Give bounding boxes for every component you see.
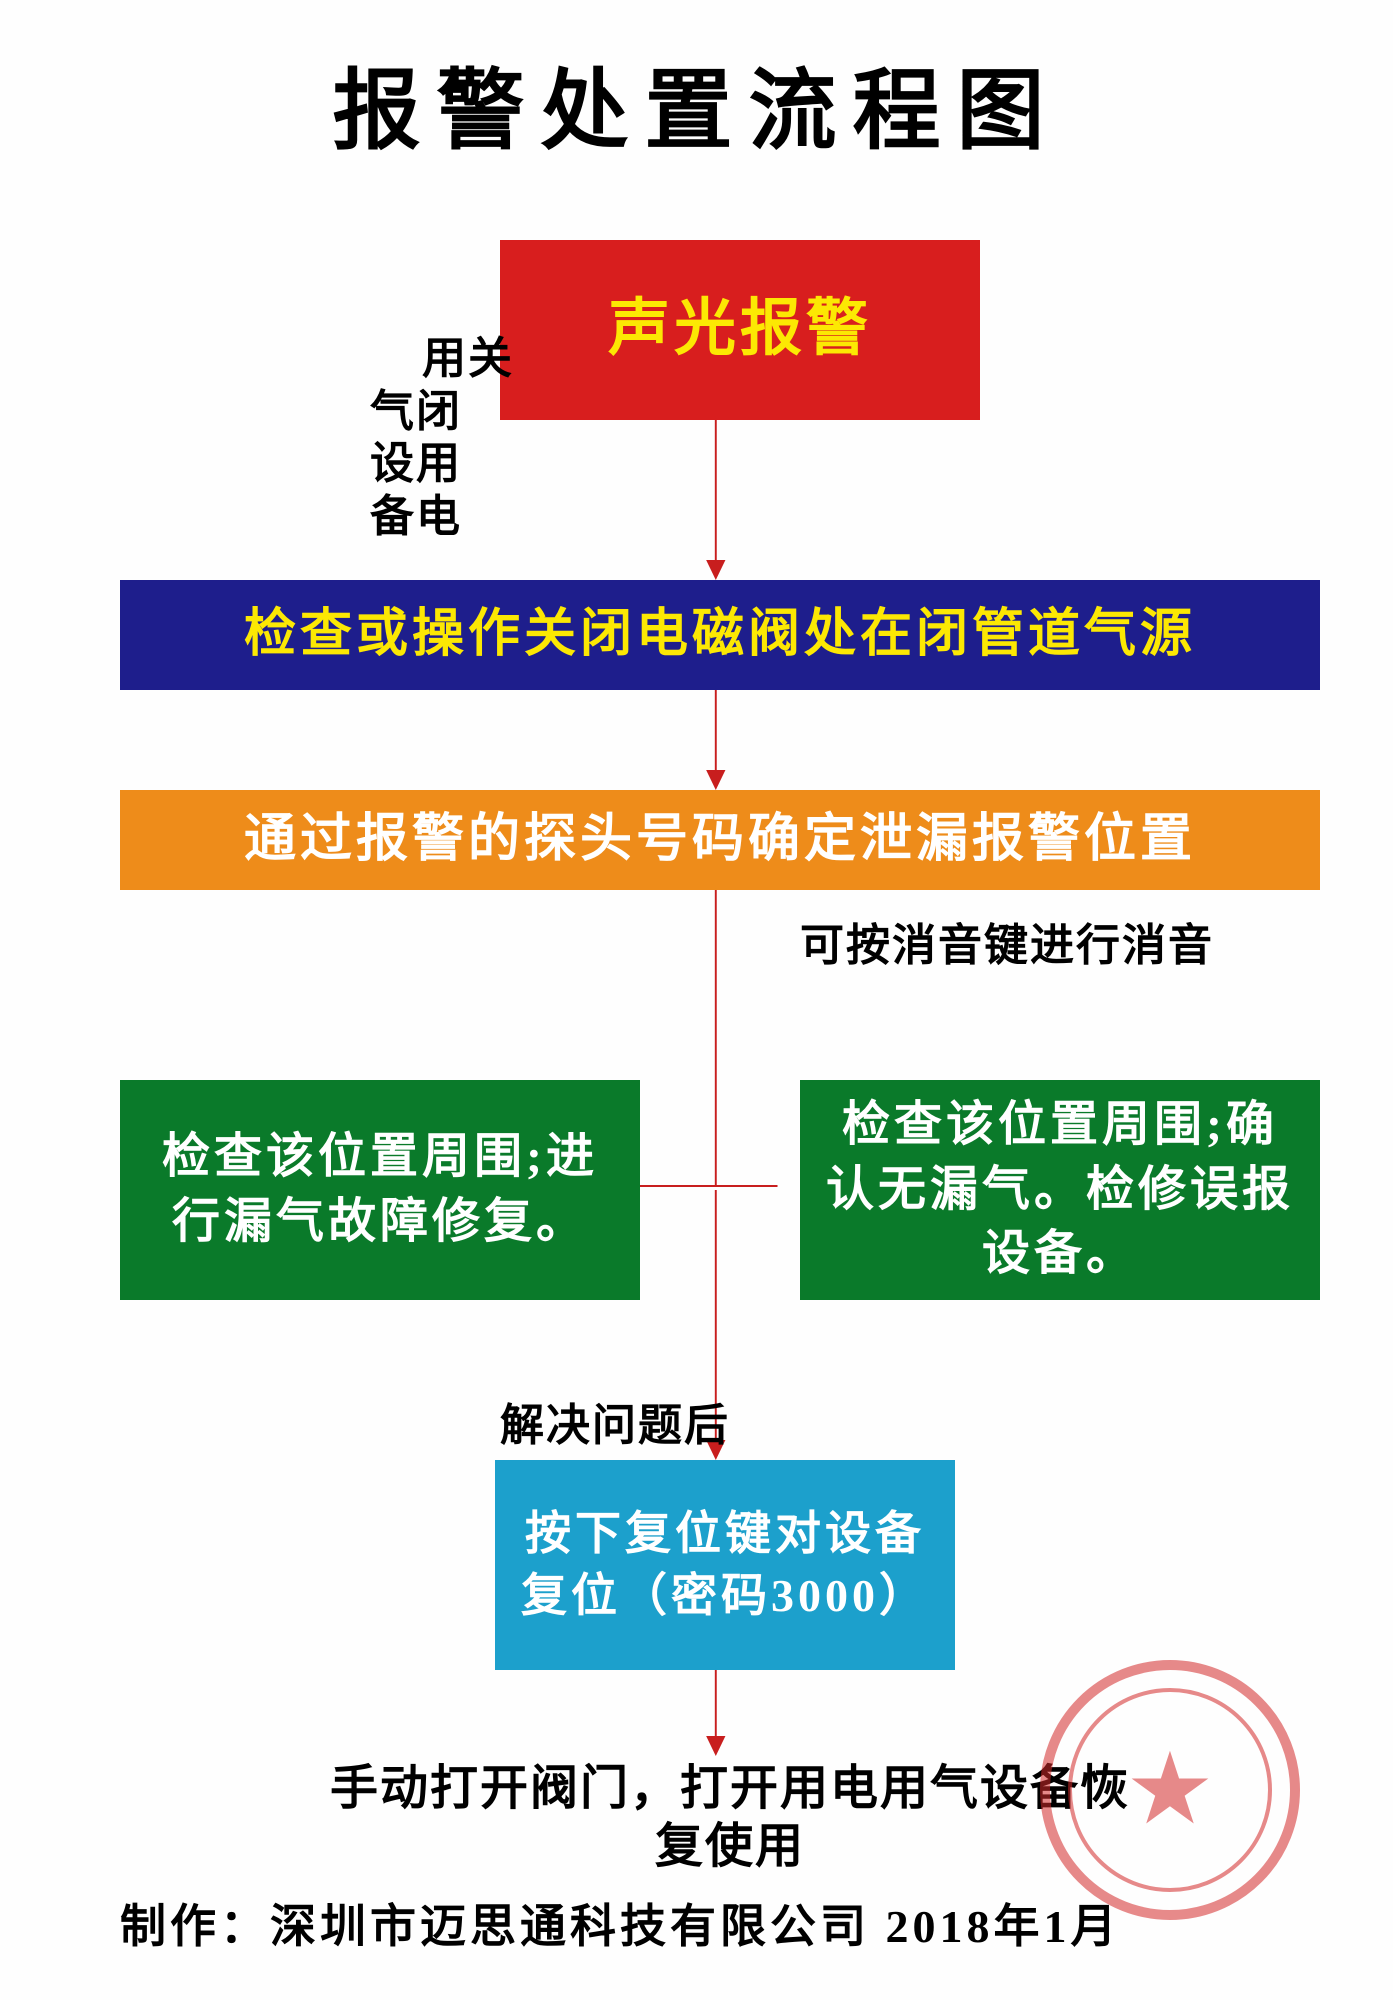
node-reset-text: 按下复位键对设备复位（密码3000）	[515, 1503, 935, 1627]
node-repair-leak: 检查该位置周围;进行漏气故障修复。	[120, 1080, 640, 1300]
node-valve-text: 检查或操作关闭电磁阀处在闭管道气源	[244, 600, 1196, 670]
footer-date: 2018年1月	[886, 1901, 1121, 1952]
node-no-leak-text: 检查该位置周围;确认无漏气。检修误报设备。	[820, 1093, 1300, 1287]
node-no-leak: 检查该位置周围;确认无漏气。检修误报设备。	[800, 1080, 1320, 1300]
node-valve: 检查或操作关闭电磁阀处在闭管道气源	[120, 580, 1320, 690]
annotation-shutdown-devices: 用关 气闭 设用 备电	[370, 280, 514, 597]
flowchart-canvas: 报警处置流程图 声光报警 用关 气闭 设用 备电 检查或操作关闭电磁阀处在闭管道…	[60, 40, 1333, 1960]
annotation-after-solve: 解决问题后	[500, 1400, 730, 1453]
node-repair-leak-text: 检查该位置周围;进行漏气故障修复。	[140, 1125, 620, 1255]
node-locate-text: 通过报警的探头号码确定泄漏报警位置	[244, 805, 1196, 875]
star-icon: ★	[1125, 1740, 1215, 1840]
node-alarm: 声光报警	[500, 240, 980, 420]
company-stamp: ★	[1040, 1660, 1300, 1920]
node-locate: 通过报警的探头号码确定泄漏报警位置	[120, 790, 1320, 890]
footer: 制作：深圳市迈思通科技有限公司 2018年1月	[120, 1890, 1380, 1956]
annotation-mute: 可按消音键进行消音	[800, 920, 1320, 973]
footer-company: 深圳市迈思通科技有限公司	[270, 1901, 870, 1952]
node-alarm-text: 声光报警	[608, 288, 872, 372]
page-title: 报警处置流程图	[60, 40, 1333, 167]
node-reset: 按下复位键对设备复位（密码3000）	[495, 1460, 955, 1670]
footer-maker-label: 制作：	[120, 1901, 270, 1952]
annotation-final: 手动打开阀门，打开用电用气设备恢复使用	[330, 1760, 1130, 1875]
